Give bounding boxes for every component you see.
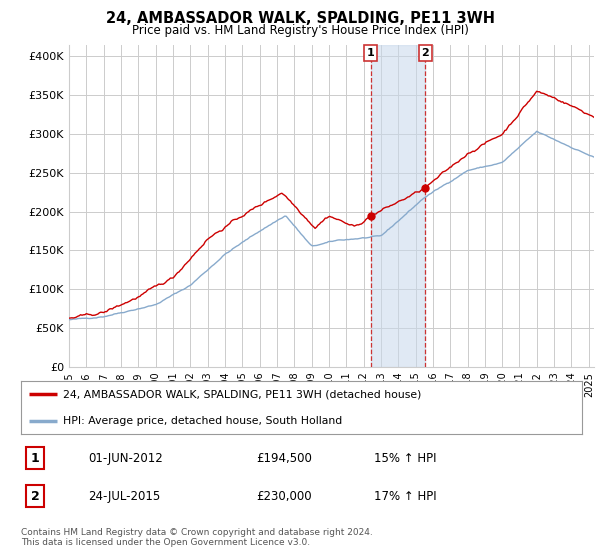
- Bar: [371, 45, 425, 367]
- Text: 24, AMBASSADOR WALK, SPALDING, PE11 3WH: 24, AMBASSADOR WALK, SPALDING, PE11 3WH: [106, 11, 494, 26]
- Text: Contains HM Land Registry data © Crown copyright and database right 2024.
This d: Contains HM Land Registry data © Crown c…: [21, 528, 373, 547]
- Text: Price paid vs. HM Land Registry's House Price Index (HPI): Price paid vs. HM Land Registry's House …: [131, 24, 469, 36]
- Text: 01-JUN-2012: 01-JUN-2012: [88, 451, 163, 465]
- Text: 1: 1: [367, 48, 375, 58]
- Text: HPI: Average price, detached house, South Holland: HPI: Average price, detached house, Sout…: [63, 416, 343, 426]
- Text: £194,500: £194,500: [257, 451, 313, 465]
- Text: 1: 1: [31, 451, 40, 465]
- Text: 2: 2: [31, 489, 40, 503]
- Text: 24, AMBASSADOR WALK, SPALDING, PE11 3WH (detached house): 24, AMBASSADOR WALK, SPALDING, PE11 3WH …: [63, 389, 421, 399]
- Text: 2: 2: [421, 48, 429, 58]
- Text: 15% ↑ HPI: 15% ↑ HPI: [374, 451, 437, 465]
- Text: £230,000: £230,000: [257, 489, 312, 503]
- Text: 17% ↑ HPI: 17% ↑ HPI: [374, 489, 437, 503]
- Text: 24-JUL-2015: 24-JUL-2015: [88, 489, 161, 503]
